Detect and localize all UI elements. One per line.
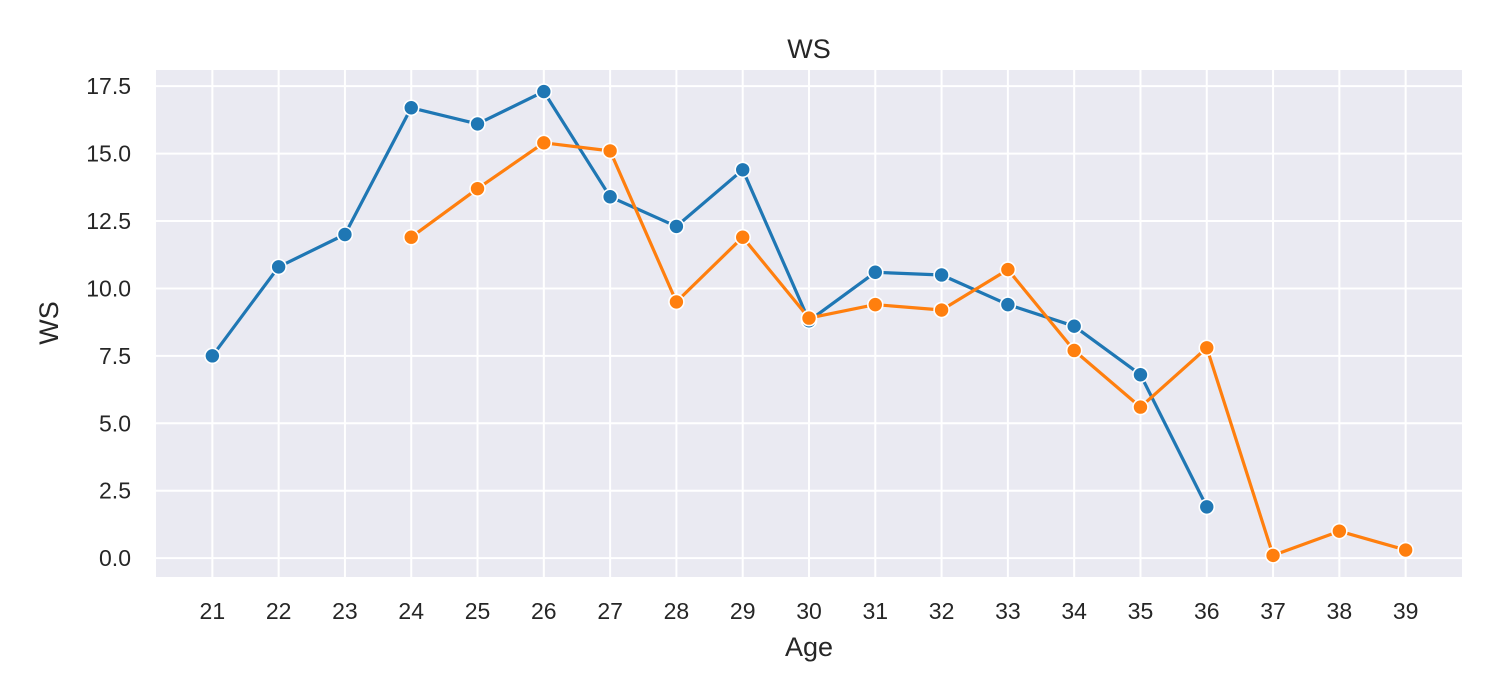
x-tick-label: 35 bbox=[1128, 598, 1154, 624]
series-2 bbox=[402, 134, 1414, 564]
y-tick-label: 17.5 bbox=[86, 73, 131, 99]
series-1-point bbox=[402, 99, 420, 117]
series-1-point bbox=[601, 188, 619, 206]
series-1-point bbox=[999, 296, 1017, 313]
x-tick-label: 33 bbox=[995, 598, 1021, 624]
series-2-point bbox=[1198, 339, 1216, 357]
x-tick-label: 21 bbox=[200, 598, 226, 624]
series-1-point bbox=[336, 226, 354, 243]
series-2-point bbox=[1065, 342, 1083, 359]
x-tick-label: 37 bbox=[1260, 598, 1286, 624]
series-2-point bbox=[601, 142, 619, 160]
series-2-point bbox=[469, 180, 486, 197]
x-axis-ticks: 21 22 23 24 25 26 27 28 29 30 31 32 33 34 35 36 37 38 39 bbox=[200, 598, 1419, 624]
x-tick-label: 34 bbox=[1061, 598, 1087, 624]
series-2-point bbox=[933, 301, 950, 319]
y-axis-ticks: 0.0 2.5 5.0 7.5 10.0 12.5 15.0 17.5 bbox=[86, 73, 131, 571]
series-1-point bbox=[734, 161, 752, 179]
series-2-point bbox=[1264, 547, 1282, 564]
series-1-point bbox=[270, 258, 287, 276]
series-2-point bbox=[1397, 541, 1414, 559]
x-tick-label: 26 bbox=[531, 598, 557, 624]
y-tick-label: 12.5 bbox=[86, 208, 131, 234]
series-1-point bbox=[668, 218, 685, 235]
x-tick-label: 29 bbox=[730, 598, 756, 624]
series-2-point bbox=[1132, 398, 1149, 416]
x-tick-label: 28 bbox=[664, 598, 690, 624]
chart-title: WS bbox=[787, 34, 831, 64]
x-tick-label: 27 bbox=[597, 598, 623, 624]
series-1-point bbox=[535, 83, 553, 100]
y-tick-label: 5.0 bbox=[99, 410, 131, 436]
series-2-point bbox=[800, 309, 818, 327]
x-tick-label: 24 bbox=[398, 598, 424, 624]
y-tick-label: 15.0 bbox=[86, 141, 131, 167]
series-1-line bbox=[210, 89, 1209, 509]
series-1-point bbox=[1132, 366, 1149, 384]
y-tick-label: 0.0 bbox=[99, 545, 131, 571]
series-1-point bbox=[204, 347, 221, 365]
series-1-point bbox=[469, 115, 486, 133]
series-2-point bbox=[1331, 522, 1348, 540]
x-tick-label: 22 bbox=[266, 598, 292, 624]
series-2-point bbox=[999, 261, 1017, 278]
series-layer bbox=[204, 83, 1414, 564]
x-tick-label: 25 bbox=[465, 598, 491, 624]
x-axis-label: Age bbox=[785, 632, 833, 662]
series-2-line bbox=[409, 141, 1408, 558]
x-tick-label: 32 bbox=[929, 598, 955, 624]
series-1 bbox=[204, 83, 1216, 516]
x-tick-label: 23 bbox=[332, 598, 358, 624]
x-tick-label: 30 bbox=[796, 598, 822, 624]
series-2-point bbox=[402, 228, 420, 246]
series-2-point bbox=[668, 293, 685, 311]
x-tick-label: 31 bbox=[862, 598, 888, 624]
y-tick-label: 10.0 bbox=[86, 275, 131, 301]
y-tick-label: 2.5 bbox=[99, 478, 131, 504]
x-tick-label: 39 bbox=[1393, 598, 1419, 624]
series-1-point bbox=[1065, 317, 1083, 335]
series-2-point bbox=[866, 296, 884, 313]
x-tick-label: 38 bbox=[1327, 598, 1353, 624]
y-tick-label: 7.5 bbox=[99, 343, 131, 369]
series-2-point bbox=[734, 228, 752, 246]
series-1-point bbox=[1198, 498, 1216, 516]
series-1-point bbox=[866, 263, 884, 281]
x-tick-label: 36 bbox=[1194, 598, 1220, 624]
series-2-point bbox=[535, 134, 553, 152]
series-1-point bbox=[933, 266, 950, 284]
y-axis-label: WS bbox=[34, 301, 64, 345]
